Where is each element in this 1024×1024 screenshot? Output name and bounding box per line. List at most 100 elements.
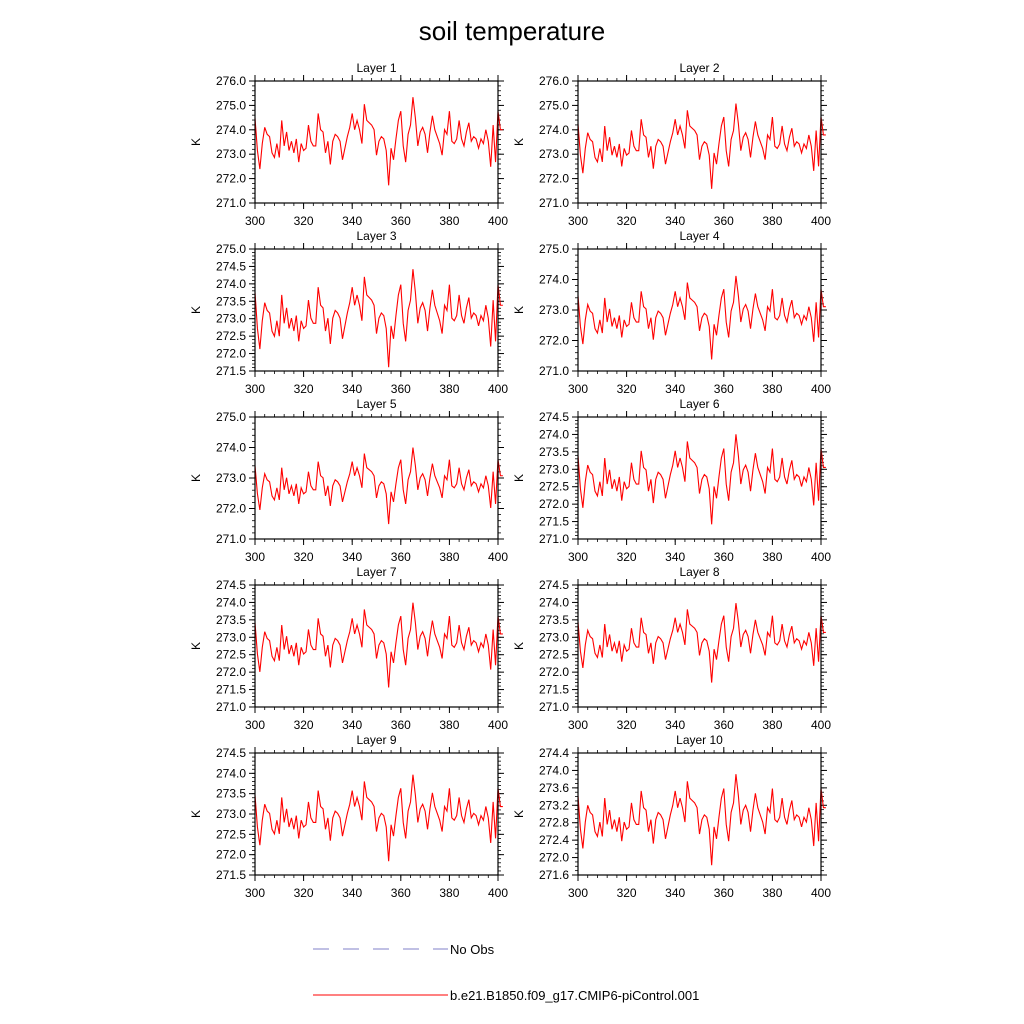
- y-tick-label: 272.0: [216, 347, 246, 361]
- y-tick-label: 274.5: [216, 578, 246, 592]
- y-tick-label: 272.5: [216, 827, 246, 841]
- y-tick-label: 271.5: [216, 868, 246, 882]
- x-tick-label: 400: [811, 718, 831, 732]
- y-tick-label: 271.0: [539, 196, 569, 210]
- x-tick-label: 340: [665, 886, 685, 900]
- y-tick-label: 272.4: [539, 833, 569, 847]
- legend: No Obs b.e21.B1850.f09_g17.CMIP6-piContro…: [313, 942, 699, 1003]
- y-tick-label: 271.0: [539, 700, 569, 714]
- y-tick-label: 272.0: [539, 172, 569, 186]
- y-tick-label: 272.8: [539, 816, 569, 830]
- series-line: [577, 103, 826, 189]
- y-tick-label: 275.0: [539, 98, 569, 112]
- x-tick-label: 300: [568, 550, 588, 564]
- x-tick-label: 360: [714, 550, 734, 564]
- x-tick-label: 320: [617, 214, 637, 228]
- y-axis-label: K: [189, 810, 203, 818]
- y-tick-label: 271.6: [539, 868, 569, 882]
- x-tick-label: 300: [245, 886, 265, 900]
- y-tick-label: 271.0: [539, 532, 569, 546]
- y-tick-label: 272.0: [216, 848, 246, 862]
- y-axis-label: K: [512, 810, 526, 818]
- plot-frame: [254, 248, 499, 372]
- x-tick-label: 320: [294, 718, 314, 732]
- x-tick-label: 320: [617, 718, 637, 732]
- y-tick-label: 273.0: [216, 147, 246, 161]
- y-tick-label: 271.0: [216, 196, 246, 210]
- y-tick-label: 274.0: [539, 273, 569, 287]
- x-tick-label: 340: [342, 214, 362, 228]
- x-tick-label: 400: [811, 214, 831, 228]
- x-tick-label: 320: [617, 382, 637, 396]
- x-tick-label: 300: [568, 886, 588, 900]
- y-tick-label: 271.5: [539, 515, 569, 529]
- y-tick-label: 272.5: [539, 480, 569, 494]
- y-tick-label: 274.5: [539, 410, 569, 424]
- y-tick-label: 271.5: [216, 364, 246, 378]
- y-tick-label: 272.5: [539, 648, 569, 662]
- panel-2: Layer 2 276.0 275.0 274.0 273.0 272.0 271.0 300…: [512, 61, 831, 228]
- x-tick-label: 340: [342, 718, 362, 732]
- y-tick-label: 273.0: [216, 471, 246, 485]
- y-tick-label: 274.0: [216, 441, 246, 455]
- x-tick-label: 320: [617, 886, 637, 900]
- y-tick-label: 274.5: [216, 746, 246, 760]
- series-line: [577, 774, 826, 866]
- y-tick-label: 274.5: [539, 578, 569, 592]
- panel-title: Layer 7: [356, 565, 396, 579]
- x-tick-label: 400: [488, 382, 508, 396]
- y-tick-label: 274.0: [216, 766, 246, 780]
- x-tick-label: 400: [811, 550, 831, 564]
- y-tick-label: 273.5: [216, 787, 246, 801]
- y-tick-label: 273.5: [539, 613, 569, 627]
- y-tick-label: 274.0: [216, 123, 246, 137]
- y-axis-label: K: [512, 474, 526, 482]
- y-tick-label: 274.4: [539, 746, 569, 760]
- y-tick-label: 271.0: [216, 532, 246, 546]
- plot-frame: [577, 752, 822, 876]
- y-tick-label: 272.0: [216, 172, 246, 186]
- x-tick-label: 320: [294, 550, 314, 564]
- y-tick-label: 274.0: [216, 277, 246, 291]
- panel-title: Layer 5: [356, 397, 396, 411]
- plot-frame: [577, 248, 822, 372]
- plot-frame: [254, 80, 499, 204]
- y-tick-label: 273.5: [216, 294, 246, 308]
- x-tick-label: 320: [294, 214, 314, 228]
- panel-10: Layer 10 274.4 274.0 273.6 273.2 272.8 272.4 27…: [512, 733, 831, 900]
- x-tick-label: 340: [665, 214, 685, 228]
- x-tick-label: 360: [714, 214, 734, 228]
- plot-frame: [254, 752, 499, 876]
- plot-frame: [577, 80, 822, 204]
- x-tick-label: 300: [568, 214, 588, 228]
- y-tick-label: 272.0: [216, 665, 246, 679]
- y-tick-label: 272.5: [216, 648, 246, 662]
- x-tick-label: 380: [762, 214, 782, 228]
- x-tick-label: 400: [811, 382, 831, 396]
- y-tick-label: 275.0: [216, 410, 246, 424]
- y-axis-label: K: [189, 474, 203, 482]
- y-tick-label: 271.0: [216, 700, 246, 714]
- panel-5: Layer 5 275.0 274.0 273.0 272.0 271.0 300 320 34…: [189, 397, 508, 564]
- legend-label: No Obs: [450, 942, 495, 957]
- series-line: [254, 97, 503, 186]
- panels-grid: Layer 1 276.0 275.0 274.0 273.0 272.0 271.0 300…: [189, 61, 831, 900]
- x-tick-label: 300: [245, 550, 265, 564]
- panel-3: Layer 3 275.0 274.5 274.0 273.5 273.0 272.5 272…: [189, 229, 508, 396]
- x-tick-label: 300: [245, 382, 265, 396]
- panel-7: Layer 7 274.5 274.0 273.5 273.0 272.5 272.0 271…: [189, 565, 508, 732]
- x-tick-label: 340: [665, 550, 685, 564]
- y-tick-label: 273.5: [216, 613, 246, 627]
- panel-9: Layer 9 274.5 274.0 273.5 273.0 272.5 272.0 271…: [189, 733, 508, 900]
- x-tick-label: 380: [762, 382, 782, 396]
- panel-title: Layer 3: [356, 229, 396, 243]
- y-tick-label: 272.0: [539, 851, 569, 865]
- plot-frame: [577, 584, 822, 708]
- panel-title: Layer 2: [679, 61, 719, 75]
- panel-title: Layer 6: [679, 397, 719, 411]
- x-tick-label: 400: [488, 886, 508, 900]
- y-tick-label: 271.0: [539, 364, 569, 378]
- y-tick-label: 273.6: [539, 781, 569, 795]
- y-tick-label: 276.0: [216, 74, 246, 88]
